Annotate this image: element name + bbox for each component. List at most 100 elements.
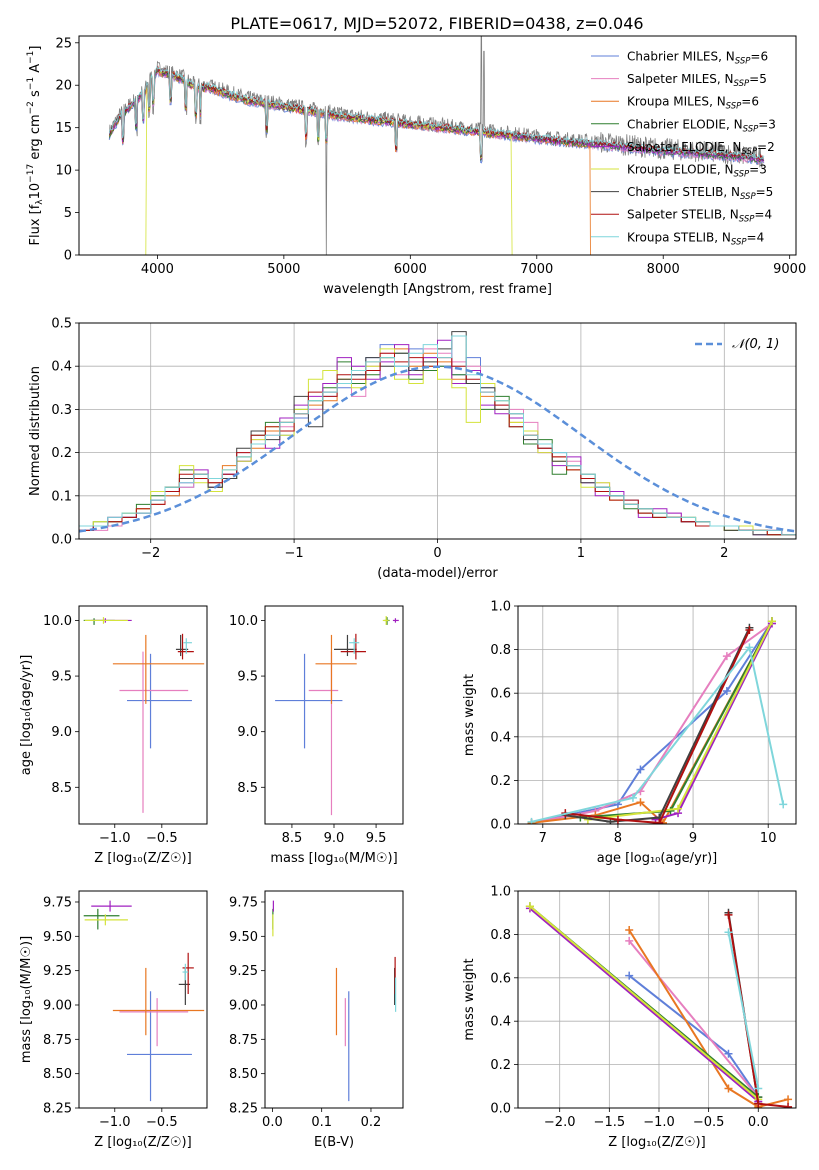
axes-frame [517, 890, 797, 1109]
axes-frame [78, 35, 797, 256]
x-tick-label: 8 [614, 831, 622, 846]
x-tick-label: 9.0 [324, 831, 345, 846]
plus-marker [724, 1084, 733, 1093]
mass-weight-line [565, 627, 751, 823]
mass-weight-line [529, 907, 759, 1103]
model-spectrum-line [108, 65, 765, 162]
mass-weight-line [628, 929, 789, 1108]
plus-marker [655, 818, 664, 824]
x-tick-label: 9.5 [366, 831, 387, 846]
legend-equals: = [749, 163, 759, 177]
legend-series-name: Kroupa ELODIE [627, 163, 717, 177]
legend-entry: Kroupa ELODIE, NSSP=3 [627, 163, 767, 180]
y-tick-label: 0.5 [51, 317, 72, 332]
legend-nssp-prefix: , N [717, 163, 734, 177]
x-tick-label: 0 [433, 546, 441, 561]
y-tick-label: 9.50 [229, 930, 258, 945]
legend-entry: Salpeter MILES, NSSP=5 [627, 72, 767, 89]
legend-entry: Salpeter STELIB, NSSP=4 [627, 208, 772, 225]
y-tick-label: 9.5 [51, 670, 72, 685]
legend-subscript: SSP [731, 237, 747, 247]
y-tick-label: 0.4 [490, 730, 511, 745]
plus-marker [636, 765, 645, 774]
legend-series-name: Chabrier STELIB [627, 185, 723, 199]
plus-marker [724, 910, 733, 919]
legend-subscript: SSP [735, 57, 751, 67]
legend-equals: = [758, 117, 768, 131]
legend-subscript: SSP [734, 170, 750, 180]
legend-entry: Chabrier STELIB, NSSP=5 [627, 185, 773, 202]
legend-equals: = [747, 230, 757, 244]
legend-nssp-value: 5 [766, 185, 774, 199]
y-tick-label: 10.0 [43, 614, 72, 629]
plus-marker [525, 902, 534, 911]
y-axis-label: Normed distribution [28, 366, 43, 496]
y-tick-label: 5 [64, 206, 72, 221]
x-tick-label: −1.0 [643, 1115, 675, 1130]
y-tick-label: 9.0 [237, 725, 258, 740]
x-tick-label: −1 [285, 546, 304, 561]
legend-equals: = [741, 95, 751, 109]
legend-entry: Kroupa MILES, NSSP=6 [627, 95, 759, 112]
y-tick-label: 8.5 [237, 781, 258, 796]
y-axis-label: age [log₁₀(age/yr)] [19, 655, 34, 776]
legend-nssp-prefix: , N [726, 117, 743, 131]
x-tick-label: 1 [577, 546, 585, 561]
y-tick-label: 0.2 [490, 1058, 511, 1073]
y-tick-label: 0.2 [51, 446, 72, 461]
legend-entry: 𝒩(0, 1) [732, 337, 779, 352]
plus-marker [674, 804, 683, 813]
legend-nssp-prefix: , N [718, 50, 735, 64]
y-tick-label: 9.50 [43, 930, 72, 945]
plus-marker [527, 817, 536, 824]
y-tick-label: 9.25 [229, 964, 258, 979]
legend-entry: Kroupa STELIB, NSSP=4 [627, 230, 764, 247]
y-tick-label: 8.75 [229, 1033, 258, 1048]
y-tick-label: 0.2 [490, 774, 511, 789]
axes-frame [78, 605, 208, 825]
mass-weight-line [727, 932, 760, 1089]
mass-weight-line [565, 629, 751, 824]
plus-marker [625, 936, 634, 945]
y-tick-label: 0 [64, 249, 72, 264]
legend-equals: = [756, 185, 766, 199]
axes-frame [78, 890, 208, 1109]
legend-nssp-value: 6 [751, 95, 759, 109]
y-tick-label: 9.00 [229, 998, 258, 1013]
errorbar-plot-area [83, 617, 205, 813]
y-axis-label: Flux [fλ10−17 erg cm−2 s−1 A−1] [26, 46, 45, 246]
y-axis-label: mass [log₁₀(M/M☉)] [19, 936, 34, 1063]
y-tick-label: 8.5 [51, 781, 72, 796]
y-tick-label: 9.75 [43, 895, 72, 910]
legend-series-name: Chabrier ELODIE [627, 117, 726, 131]
legend-nssp-value: 6 [760, 50, 768, 64]
legend-equals: = [754, 208, 764, 222]
legend-entry: Salpeter ELODIE, NSSP=2 [627, 140, 775, 157]
legend-series-name: Kroupa STELIB [627, 230, 714, 244]
x-tick-label: −0.5 [146, 1115, 178, 1130]
x-tick-label: 0.2 [361, 1115, 382, 1130]
legend-nssp-prefix: , N [722, 208, 739, 222]
y-tick-label: 9.25 [43, 964, 72, 979]
axes-frame [264, 605, 404, 825]
legend-nssp-prefix: , N [723, 185, 740, 199]
legend-subscript: SSP [739, 215, 755, 225]
mass-vs-z-panel: −1.0 −0.5 8.25 8.50 8.75 9.00 9.25 9.50 9.75 Z [l… [19, 890, 208, 1150]
legend-series-name: Kroupa MILES [627, 95, 709, 109]
legend-subscript: SSP [741, 147, 757, 157]
axes-frame [517, 605, 797, 825]
errorbar-plot-area [275, 616, 399, 816]
mass-weight-line [628, 940, 760, 1098]
x-axis-label: age [log₁₀(age/yr)] [597, 851, 718, 866]
legend-nssp-prefix: , N [725, 140, 742, 154]
y-tick-label: 10.0 [229, 614, 258, 629]
legend-subscript: SSP [734, 79, 750, 89]
x-axis-label: mass [log₁₀(M/M☉)] [270, 851, 397, 866]
legend-series-name: Salpeter ELODIE [627, 140, 725, 154]
legend-subscript: SSP [743, 124, 759, 134]
mass-weight-line [531, 620, 773, 824]
x-tick-label: 5000 [267, 262, 300, 277]
x-tick-label: −1.0 [99, 831, 131, 846]
y-tick-label: 9.00 [43, 998, 72, 1013]
plus-marker [724, 928, 733, 937]
